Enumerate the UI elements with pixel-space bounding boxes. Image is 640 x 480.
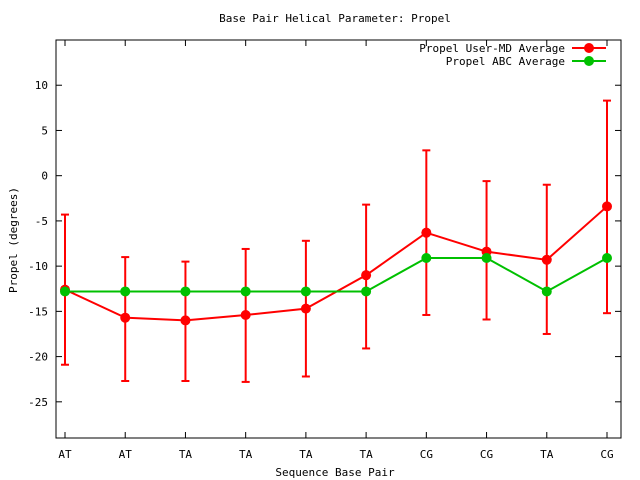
- y-tick-label: 5: [41, 124, 48, 137]
- data-point: [180, 315, 191, 326]
- error-bars: [61, 99, 611, 383]
- y-axis-label: Propel (degrees): [7, 187, 20, 293]
- x-tick-label: TA: [540, 448, 554, 461]
- x-tick-label: TA: [239, 448, 253, 461]
- data-point: [300, 286, 311, 297]
- data-point: [421, 252, 432, 263]
- legend-marker-abc: [584, 56, 594, 66]
- chart-title: Base Pair Helical Parameter: Propel: [219, 12, 451, 25]
- plot-frame: [55, 39, 622, 439]
- legend-label-abc: Propel ABC Average: [446, 55, 565, 68]
- data-point: [60, 286, 70, 297]
- y-tick-label: 10: [35, 79, 48, 92]
- legend-label-user-md: Propel User-MD Average: [419, 42, 565, 55]
- x-axis-label: Sequence Base Pair: [275, 466, 395, 479]
- data-point: [361, 270, 372, 281]
- y-tick-label: -25: [28, 396, 48, 409]
- data-point: [240, 309, 251, 320]
- x-tick-label: TA: [299, 448, 313, 461]
- data-point: [602, 252, 612, 263]
- x-tick-label: TA: [359, 448, 373, 461]
- data-point: [541, 254, 552, 265]
- y-tick-label: -20: [28, 351, 48, 364]
- data-point: [120, 312, 131, 323]
- y-tick-label: 0: [41, 170, 48, 183]
- x-tick-label: CG: [480, 448, 493, 461]
- x-tick-label: AT: [58, 448, 72, 461]
- data-point: [541, 286, 552, 297]
- data-point: [120, 286, 131, 297]
- series-line: [64, 205, 608, 322]
- y-tick-label: -10: [28, 260, 48, 273]
- series-lines: [64, 205, 608, 322]
- x-tick-label: CG: [420, 448, 433, 461]
- data-point: [602, 201, 612, 212]
- y-axis: -25 -20 -15 -10 -5 0 5 10: [28, 79, 621, 409]
- x-tick-label: AT: [119, 448, 133, 461]
- y-tick-label: -15: [28, 305, 48, 318]
- series-line: [65, 256, 608, 293]
- y-tick-label: -5: [35, 215, 48, 228]
- data-point: [361, 286, 372, 297]
- legend-marker-user-md: [584, 43, 594, 53]
- x-tick-label: CG: [600, 448, 613, 461]
- x-axis: AT AT TA TA TA TA CG CG TA CG: [58, 40, 614, 461]
- series-points: [60, 201, 612, 326]
- x-tick-label: TA: [179, 448, 193, 461]
- data-point: [180, 286, 191, 297]
- data-point: [300, 303, 311, 314]
- data-point: [240, 286, 251, 297]
- legend: Propel User-MD Average Propel ABC Averag…: [419, 42, 606, 68]
- data-point: [481, 252, 492, 263]
- data-point: [421, 227, 432, 238]
